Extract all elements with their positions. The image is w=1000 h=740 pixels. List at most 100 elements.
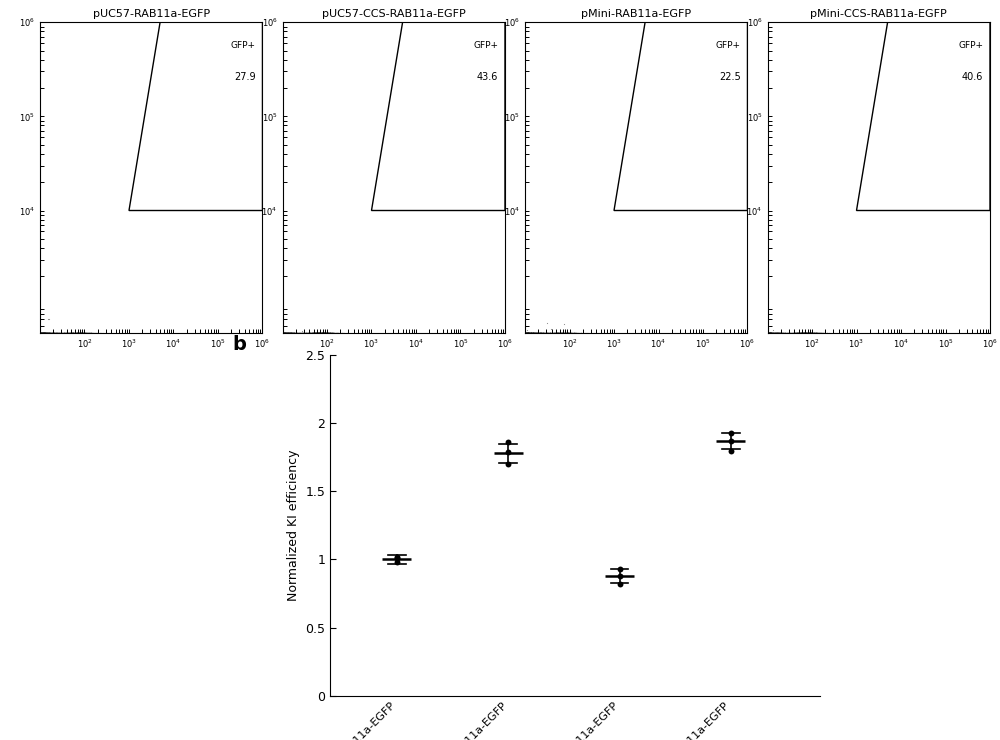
Point	[80, 327, 96, 339]
Point	[55, 327, 71, 339]
Point	[318, 327, 334, 339]
Point	[32, 327, 48, 339]
Point	[275, 327, 291, 339]
Point	[787, 327, 803, 339]
Point	[37, 327, 53, 339]
Point	[760, 327, 776, 339]
Point	[275, 327, 291, 339]
Point	[70, 327, 86, 339]
Point	[32, 327, 48, 339]
Point	[277, 327, 293, 339]
Point	[517, 327, 533, 339]
Point	[517, 327, 533, 339]
Point	[283, 327, 299, 339]
Point	[32, 327, 48, 339]
Point	[517, 327, 533, 339]
Point	[36, 327, 52, 339]
Point	[768, 327, 784, 339]
Point	[760, 327, 776, 339]
Point	[765, 327, 781, 339]
Point	[809, 327, 825, 339]
Point	[760, 327, 776, 339]
Point	[795, 327, 811, 339]
Point	[313, 327, 329, 339]
Point	[800, 327, 816, 339]
Point	[760, 327, 776, 339]
Point	[517, 327, 533, 339]
Point	[275, 327, 291, 339]
Point	[32, 327, 48, 339]
Point	[321, 327, 337, 339]
Point	[32, 327, 48, 339]
Point	[300, 327, 316, 339]
Point	[760, 327, 776, 339]
Point	[32, 327, 48, 339]
Point	[279, 327, 295, 339]
Point	[42, 327, 58, 339]
Point	[517, 327, 533, 339]
Point	[789, 327, 805, 339]
Point	[532, 327, 548, 339]
Point	[74, 327, 90, 339]
Point	[78, 327, 94, 339]
Point	[32, 327, 48, 339]
Point	[760, 327, 776, 339]
Point	[68, 327, 84, 339]
Point	[307, 327, 323, 339]
Point	[34, 327, 50, 339]
Point	[275, 327, 291, 339]
Point	[795, 327, 811, 339]
Point	[760, 327, 776, 339]
Point	[32, 327, 48, 339]
Point	[275, 327, 291, 339]
Point	[32, 327, 48, 339]
Point	[545, 327, 561, 339]
Point	[760, 327, 776, 339]
Point	[761, 327, 777, 339]
Point	[794, 327, 810, 339]
Point	[32, 327, 48, 339]
Point	[303, 327, 319, 339]
Point	[760, 327, 776, 339]
Point	[538, 327, 554, 339]
Point	[275, 327, 291, 339]
Point	[558, 327, 574, 339]
Point	[517, 327, 533, 339]
Point	[532, 327, 548, 339]
Point	[805, 327, 821, 339]
Point	[311, 327, 327, 339]
Point	[322, 327, 338, 339]
Point	[32, 327, 48, 339]
Point	[521, 327, 537, 339]
Point	[68, 327, 84, 339]
Point	[517, 327, 533, 339]
Point	[772, 327, 788, 339]
Point	[525, 327, 541, 339]
Point	[281, 327, 297, 339]
Point	[517, 327, 533, 339]
Point	[551, 327, 567, 339]
Point	[275, 327, 291, 339]
Point	[760, 327, 776, 339]
Point	[275, 327, 291, 339]
Point	[775, 327, 791, 339]
Point	[517, 327, 533, 339]
Point	[275, 327, 291, 339]
Point	[311, 327, 327, 339]
Point	[517, 327, 533, 339]
Point	[275, 327, 291, 339]
Point	[37, 327, 53, 339]
Point	[275, 327, 291, 339]
Point	[319, 327, 335, 339]
Point	[545, 327, 561, 339]
Point	[277, 327, 293, 339]
Point	[275, 327, 291, 339]
Point	[36, 327, 52, 339]
Point	[55, 327, 71, 339]
Point	[548, 327, 564, 339]
Point	[548, 327, 564, 339]
Point	[808, 327, 824, 339]
Point	[519, 327, 535, 339]
Point	[549, 327, 565, 339]
Point	[69, 327, 85, 339]
